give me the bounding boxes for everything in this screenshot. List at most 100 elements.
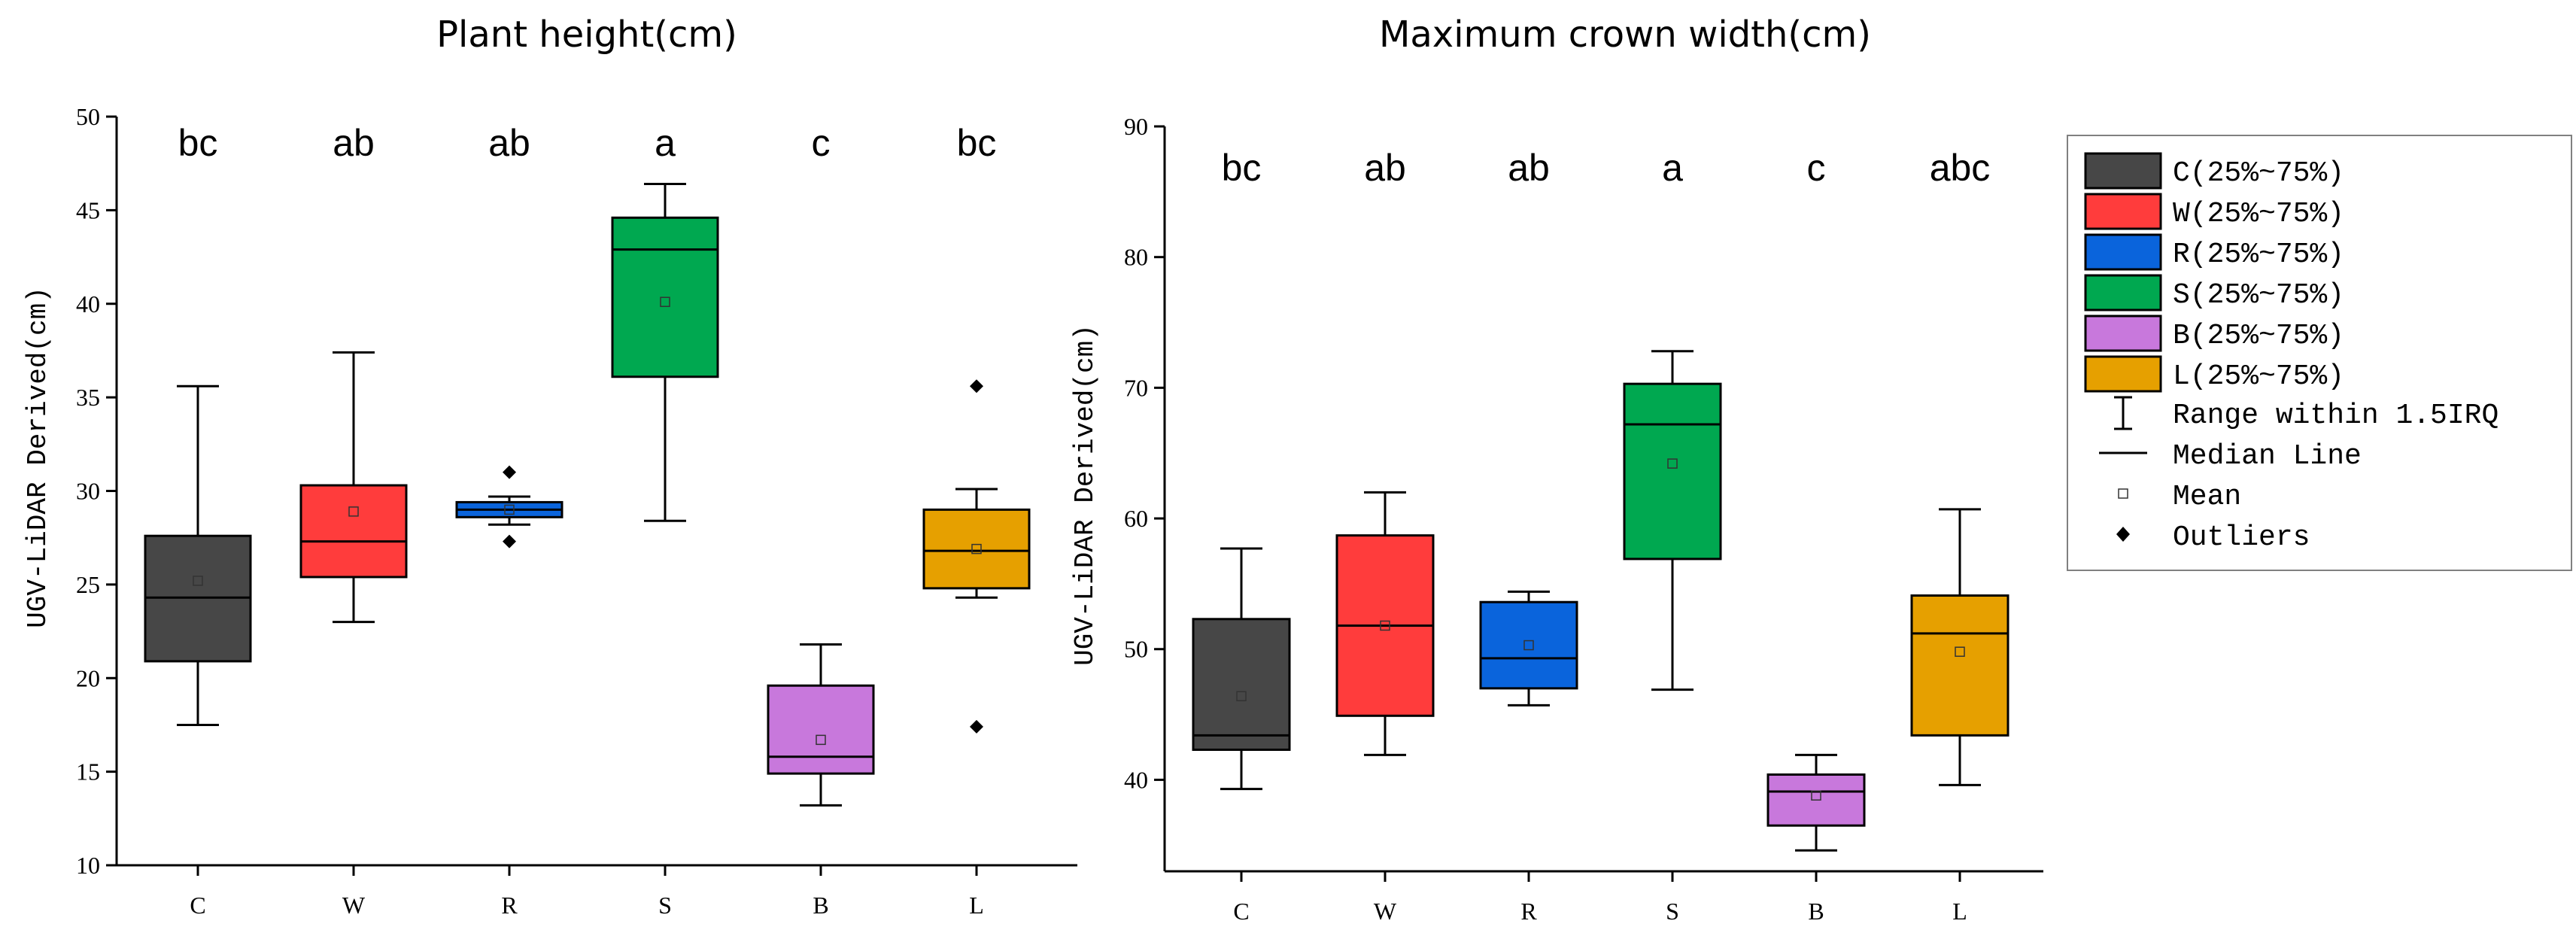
significance-label: a bbox=[1662, 147, 1683, 189]
box-b bbox=[767, 643, 875, 807]
legend-label: B(25%~75%) bbox=[2173, 320, 2344, 352]
mean-marker bbox=[660, 296, 670, 308]
y-tick-label: 20 bbox=[76, 664, 100, 691]
y-tick-label: 60 bbox=[1124, 505, 1148, 532]
legend-swatch-s bbox=[2084, 274, 2162, 311]
legend-swatch-b bbox=[2084, 315, 2162, 352]
x-tick-label: C bbox=[1233, 898, 1249, 925]
mean-marker bbox=[1523, 640, 1534, 651]
x-tick-label: R bbox=[1520, 898, 1537, 925]
significance-label: ab bbox=[333, 122, 375, 164]
legend-label: Mean bbox=[2173, 481, 2241, 513]
legend: C(25%~75%) W(25%~75%) R(25%~75%) S(25%~75%)… bbox=[2067, 135, 2572, 571]
box-w bbox=[1335, 491, 1435, 756]
x-tick-label: L bbox=[1952, 898, 1967, 925]
x-tick-label: R bbox=[501, 892, 518, 919]
chart-title: Plant height(cm) bbox=[436, 14, 737, 56]
x-tick-label: C bbox=[190, 892, 205, 919]
outlier-point bbox=[970, 379, 983, 394]
mean-marker bbox=[1236, 691, 1247, 702]
mean-marker bbox=[1811, 790, 1821, 801]
box-l bbox=[922, 379, 1031, 734]
y-axis-label: UGV-LiDAR Derived(cm) bbox=[1070, 324, 1101, 666]
y-tick-label: 40 bbox=[1124, 766, 1148, 793]
legend-label: Outliers bbox=[2173, 521, 2310, 554]
box-iqr bbox=[299, 484, 408, 579]
legend-swatch-r bbox=[2084, 233, 2162, 271]
mean-marker bbox=[193, 576, 203, 586]
legend-label: C(25%~75%) bbox=[2173, 157, 2344, 190]
box-l bbox=[1910, 508, 2009, 786]
x-tick-label: B bbox=[1808, 898, 1824, 925]
y-tick-label: 80 bbox=[1124, 244, 1148, 271]
x-tick-label: S bbox=[1666, 898, 1679, 925]
box-iqr bbox=[1623, 382, 1722, 561]
mean-marker bbox=[348, 506, 359, 517]
box-r bbox=[1479, 590, 1578, 707]
mean-marker bbox=[1955, 646, 1965, 657]
mean-marker bbox=[504, 504, 515, 515]
y-tick-label: 45 bbox=[76, 196, 100, 223]
legend-swatch-l bbox=[2084, 355, 2162, 393]
mean-marker bbox=[1667, 458, 1678, 469]
crown-width-chart: Maximum crown width(cm) UGV-LiDAR Derive… bbox=[1070, 14, 2043, 925]
y-tick-label: 35 bbox=[76, 384, 100, 411]
box-iqr bbox=[1479, 600, 1578, 690]
legend-label: W(25%~75%) bbox=[2173, 198, 2344, 230]
x-tick-label: L bbox=[969, 892, 984, 919]
y-tick-label: 40 bbox=[76, 290, 100, 318]
mean-marker bbox=[971, 543, 982, 555]
legend-swatch-c bbox=[2084, 152, 2162, 190]
y-tick-label: 25 bbox=[76, 571, 100, 598]
y-tick-label: 15 bbox=[76, 758, 100, 786]
x-tick-label: W bbox=[1374, 898, 1397, 925]
box-iqr bbox=[1192, 618, 1291, 751]
significance-label: a bbox=[655, 122, 676, 164]
significance-label: ab bbox=[1508, 147, 1550, 189]
mean-icon bbox=[2118, 488, 2128, 499]
x-tick-label: S bbox=[658, 892, 672, 919]
outlier-point bbox=[503, 534, 516, 549]
outlier-point bbox=[970, 719, 983, 734]
y-tick-label: 10 bbox=[76, 852, 100, 879]
box-marks bbox=[144, 183, 1031, 807]
box-s bbox=[1623, 350, 1722, 691]
outlier-point bbox=[503, 465, 516, 479]
plant-height-chart: Plant height(cm) UGV-LiDAR Derived(cm) 1… bbox=[23, 14, 1077, 919]
significance-labels: bc ab ab a c bc bbox=[178, 122, 997, 164]
y-axis-label: UGV-LiDAR Derived(cm) bbox=[23, 287, 53, 628]
y-tick-label: 70 bbox=[1124, 374, 1148, 401]
y-tick-label: 90 bbox=[1124, 113, 1148, 140]
mean-marker bbox=[816, 734, 826, 746]
significance-labels: bc ab ab a c abc bbox=[1222, 147, 1991, 189]
box-iqr bbox=[922, 508, 1031, 590]
legend-label: Range within 1.5IRQ bbox=[2173, 400, 2499, 432]
chart-title: Maximum crown width(cm) bbox=[1379, 14, 1871, 56]
x-tick-label: W bbox=[342, 892, 366, 919]
significance-label: abc bbox=[1930, 147, 1991, 189]
box-w bbox=[299, 351, 408, 624]
legend-label: L(25%~75%) bbox=[2173, 360, 2344, 393]
outlier-icon bbox=[2116, 527, 2130, 542]
box-iqr bbox=[767, 684, 875, 775]
axes: 40 50 60 70 80 90 C W R S B L bbox=[1124, 113, 2043, 925]
x-tick-label: B bbox=[813, 892, 828, 919]
significance-label: bc bbox=[178, 122, 218, 164]
box-c bbox=[1192, 547, 1291, 791]
legend-label: R(25%~75%) bbox=[2173, 239, 2344, 271]
significance-label: c bbox=[812, 122, 831, 164]
significance-label: ab bbox=[488, 122, 530, 164]
significance-label: bc bbox=[957, 122, 997, 164]
legend-label: S(25%~75%) bbox=[2173, 279, 2344, 311]
box-iqr bbox=[1910, 594, 2009, 737]
y-tick-label: 50 bbox=[1124, 636, 1148, 663]
significance-label: c bbox=[1807, 147, 1826, 189]
significance-label: ab bbox=[1364, 147, 1406, 189]
y-tick-label: 30 bbox=[76, 478, 100, 505]
axes: 10 15 20 25 30 35 40 45 50 C W R S B L bbox=[76, 103, 1077, 919]
y-tick-label: 50 bbox=[76, 103, 100, 130]
legend-label: Median Line bbox=[2173, 440, 2362, 473]
box-marks bbox=[1192, 350, 2009, 852]
significance-label: bc bbox=[1222, 147, 1262, 189]
